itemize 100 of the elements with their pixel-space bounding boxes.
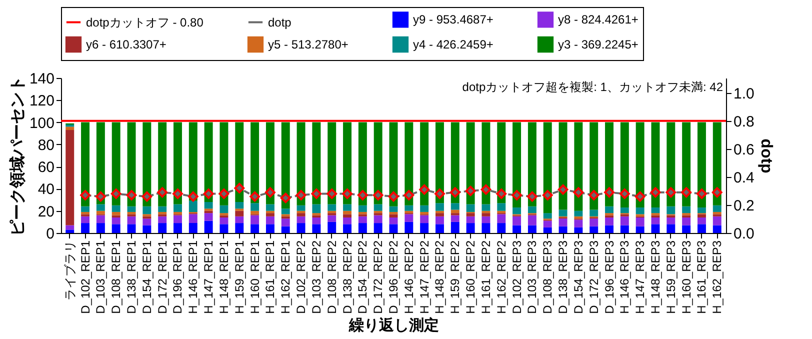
point [588, 190, 600, 200]
point [634, 191, 646, 202]
bar [158, 216, 167, 224]
y-tick-label: 20 [38, 203, 54, 220]
bar [497, 210, 506, 214]
x-tick-label: D_196_REP3 [602, 240, 616, 314]
bar [158, 206, 167, 212]
bar [81, 216, 90, 224]
bar [697, 224, 706, 233]
y-tick-label: 140 [29, 70, 54, 88]
bar [605, 225, 614, 233]
bar [296, 122, 306, 206]
bar [188, 200, 198, 212]
bar [266, 216, 274, 224]
x-tick-label: H_148_REP2 [432, 240, 447, 314]
bar [96, 215, 105, 224]
bar [204, 202, 213, 209]
bar [220, 218, 228, 224]
x-tick-label: H_159_REP2 [448, 240, 462, 314]
point [218, 188, 230, 199]
point [142, 191, 152, 202]
bar [497, 203, 506, 211]
x-tick-label: H_148_REP3 [648, 240, 662, 314]
bar [142, 206, 152, 214]
point [619, 188, 630, 199]
x-tick-label: H_162_REP2 [494, 240, 508, 314]
x-tick-label: D_138_REP3 [556, 240, 570, 314]
point [372, 190, 384, 200]
x-tick-label: ライブラリ [62, 240, 77, 300]
point [465, 186, 476, 196]
point [265, 187, 276, 198]
bar [497, 214, 506, 224]
bar [235, 122, 244, 202]
bar [543, 220, 552, 228]
bar [204, 122, 213, 202]
bar [389, 224, 398, 233]
x-tick-label: H_146_REP1 [186, 240, 200, 314]
bar [220, 122, 228, 206]
point [250, 191, 260, 202]
bar [651, 218, 660, 224]
bar [620, 208, 629, 214]
bar [528, 122, 536, 206]
bar [142, 218, 152, 226]
bar [697, 214, 706, 218]
x-tick-label: H_160_REP3 [679, 240, 694, 314]
bar [174, 122, 182, 204]
x-tick-label: D_138_REP2 [340, 240, 354, 314]
point [311, 188, 322, 199]
x-tick-label: D_172_REP3 [586, 240, 601, 314]
y-axis-title: ピーク領域パーセント [8, 76, 26, 236]
bar [558, 210, 568, 216]
legend-label: y5 - 513.2780+ [268, 38, 348, 52]
x-tick-label: D_103_REP2 [309, 240, 324, 314]
point [203, 188, 214, 199]
bar [466, 213, 475, 216]
y2-tick-label: 1.0 [734, 85, 754, 102]
y-tick-label: 0 [46, 226, 54, 242]
legend-label: dotp [268, 15, 292, 30]
y2-tick-label: 0.2 [734, 197, 754, 214]
bar [81, 212, 90, 214]
bar [389, 214, 398, 218]
point [280, 192, 291, 204]
x-tick-label: H_147_REP2 [417, 240, 432, 314]
bar [450, 210, 460, 214]
bar [81, 206, 90, 212]
bar [404, 222, 414, 233]
bar [482, 122, 490, 204]
bar [636, 122, 644, 208]
bar [482, 213, 490, 216]
bar [636, 226, 644, 233]
bar [343, 214, 352, 218]
bar [450, 215, 460, 222]
bar [174, 223, 182, 233]
x-tick-label: H_147_REP1 [202, 240, 216, 314]
bar [435, 224, 444, 233]
legend-label: y6 - 610.3307+ [86, 38, 166, 52]
bar [512, 216, 522, 226]
bar [466, 122, 475, 204]
bar [404, 122, 414, 206]
point [496, 188, 507, 199]
y2-tick-label: 0.6 [734, 141, 754, 158]
x-tick-label: D_108_REP1 [109, 240, 124, 314]
bar [497, 122, 506, 204]
bar [81, 223, 90, 233]
point [712, 187, 722, 198]
point [696, 188, 707, 199]
bar [328, 204, 336, 211]
x-tick-label: H_160_REP1 [248, 240, 262, 314]
bar [66, 130, 74, 226]
bar [389, 206, 398, 212]
point [650, 187, 661, 198]
y-tick-label: 40 [38, 181, 54, 198]
bar [420, 215, 429, 224]
x-tick-label: H_159_REP1 [232, 240, 246, 314]
bar [697, 208, 706, 214]
bar [328, 215, 336, 222]
bar [450, 203, 460, 210]
point [527, 191, 538, 202]
bar [574, 227, 583, 233]
point [480, 184, 492, 195]
